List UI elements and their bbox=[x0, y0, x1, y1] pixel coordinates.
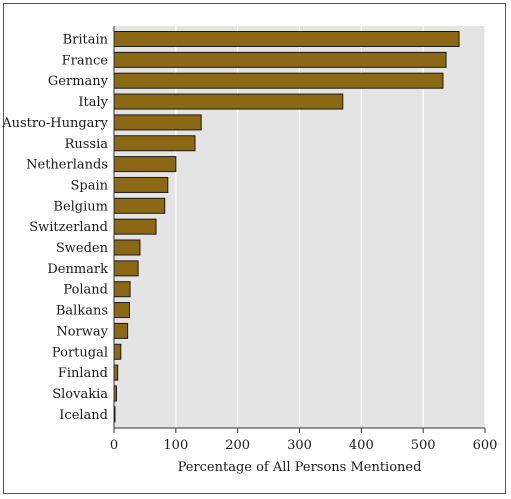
category-labels: Britain France Germany Italy Austro-Hungary R… bbox=[1, 33, 108, 423]
bar-poland bbox=[113, 281, 131, 298]
category-label: Netherlands bbox=[26, 158, 108, 173]
x-tick-label: 0 bbox=[110, 438, 118, 453]
x-axis: 0 100 200 300 400 500 600 bbox=[110, 26, 498, 453]
category-label: Russia bbox=[65, 137, 109, 152]
bars bbox=[113, 31, 460, 423]
bar-netherlands bbox=[113, 156, 177, 173]
x-tick-label: 100 bbox=[163, 438, 188, 453]
category-label: Spain bbox=[70, 178, 108, 193]
bar-switzerland bbox=[113, 218, 157, 235]
bar-austro-hungary bbox=[113, 114, 202, 131]
bar-russia bbox=[113, 135, 196, 152]
bar-norway bbox=[113, 322, 129, 339]
category-label: Balkans bbox=[56, 304, 108, 319]
bar-sweden bbox=[113, 239, 141, 256]
category-label: Sweden bbox=[56, 241, 109, 256]
x-axis-title: Percentage of All Persons Mentioned bbox=[178, 460, 422, 475]
x-tick-label: 500 bbox=[411, 438, 436, 453]
category-label: Slovakia bbox=[52, 387, 108, 402]
bar-germany bbox=[113, 72, 444, 89]
category-label: Norway bbox=[56, 324, 108, 339]
category-label: France bbox=[62, 53, 109, 68]
bar-portugal bbox=[113, 343, 122, 360]
category-label: Denmark bbox=[47, 262, 108, 277]
x-tick-label: 200 bbox=[225, 438, 250, 453]
gridlines bbox=[175, 26, 486, 428]
bar-france bbox=[113, 51, 447, 68]
bar-spain bbox=[113, 176, 169, 193]
bar-italy bbox=[113, 93, 344, 110]
bar-denmark bbox=[113, 260, 139, 277]
category-label: Austro-Hungary bbox=[1, 116, 108, 131]
category-label: Britain bbox=[63, 33, 109, 48]
x-tick-label: 400 bbox=[349, 438, 374, 453]
x-tick-label: 300 bbox=[287, 438, 312, 453]
category-label: Italy bbox=[78, 95, 108, 110]
category-label: Iceland bbox=[59, 408, 108, 423]
category-label: Germany bbox=[48, 74, 109, 89]
category-label: Switzerland bbox=[29, 220, 108, 235]
bar-finland bbox=[113, 364, 119, 381]
category-label: Belgium bbox=[53, 199, 108, 214]
x-tick-label: 600 bbox=[473, 438, 498, 453]
category-label: Portugal bbox=[52, 345, 108, 360]
bar-britain bbox=[113, 31, 460, 47]
bar-belgium bbox=[113, 197, 166, 214]
bar-balkans bbox=[113, 302, 130, 319]
category-label: Poland bbox=[63, 283, 108, 298]
category-label: Finland bbox=[58, 366, 108, 381]
